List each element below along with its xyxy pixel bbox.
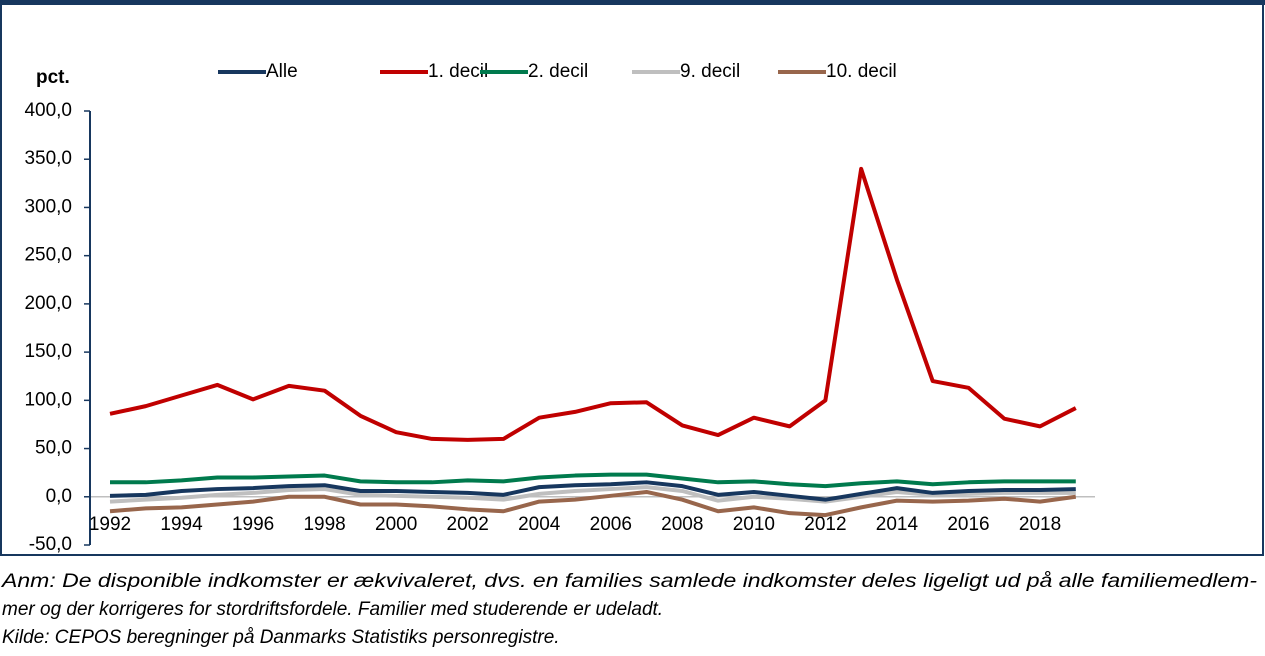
frame — [0, 0, 1264, 556]
series-line — [109, 489, 1077, 518]
y-tick-label: 400,0 — [24, 100, 72, 121]
y-tick-label: -50,0 — [29, 534, 72, 555]
x-tick-label: 1998 — [303, 514, 345, 535]
note: Anm: De disponible indkomster er ækvival… — [1, 571, 1257, 592]
x-tick-label: 2004 — [518, 514, 561, 535]
series-line — [109, 480, 1076, 502]
x-tick-label: 2000 — [375, 514, 417, 535]
y-tick-label: 50,0 — [35, 438, 72, 459]
y-tick-label: 150,0 — [24, 341, 72, 362]
y-tick-label: 300,0 — [24, 196, 72, 217]
y-tick-label: 200,0 — [24, 293, 72, 314]
legend-label: 10. decil — [826, 61, 897, 82]
x-tick-label: 2016 — [947, 514, 989, 535]
top-band — [0, 0, 1265, 5]
y-axis-label: pct. — [36, 67, 70, 88]
x-tick-label: 2008 — [661, 514, 703, 535]
y-tick-label: 100,0 — [24, 389, 72, 410]
series-line — [110, 472, 1076, 489]
y-tick-label: 250,0 — [24, 245, 72, 266]
y-tick-label: 0,0 — [46, 486, 72, 507]
x-tick-label: 1994 — [160, 514, 203, 535]
x-tick-label: 1996 — [232, 514, 274, 535]
note: mer og der korrigeres for stordriftsford… — [2, 599, 663, 620]
series-line — [109, 485, 1076, 504]
x-tick-label: 2014 — [876, 514, 919, 535]
legend-label: 2. decil — [528, 61, 588, 82]
x-tick-label: 1992 — [89, 514, 131, 535]
x-tick-label: 2012 — [804, 514, 846, 535]
series-line — [109, 166, 1077, 442]
x-tick-label: 2006 — [590, 514, 632, 535]
legend-label: 1. decil — [428, 61, 488, 82]
legend-label: 9. decil — [680, 61, 740, 82]
x-tick-label: 2018 — [1019, 514, 1061, 535]
note: Kilde: CEPOS beregninger på Danmarks Sta… — [2, 627, 560, 648]
y-tick-label: 350,0 — [24, 148, 72, 169]
x-tick-label: 2002 — [447, 514, 489, 535]
x-tick-label: 2010 — [733, 514, 775, 535]
legend-label: Alle — [266, 61, 298, 82]
